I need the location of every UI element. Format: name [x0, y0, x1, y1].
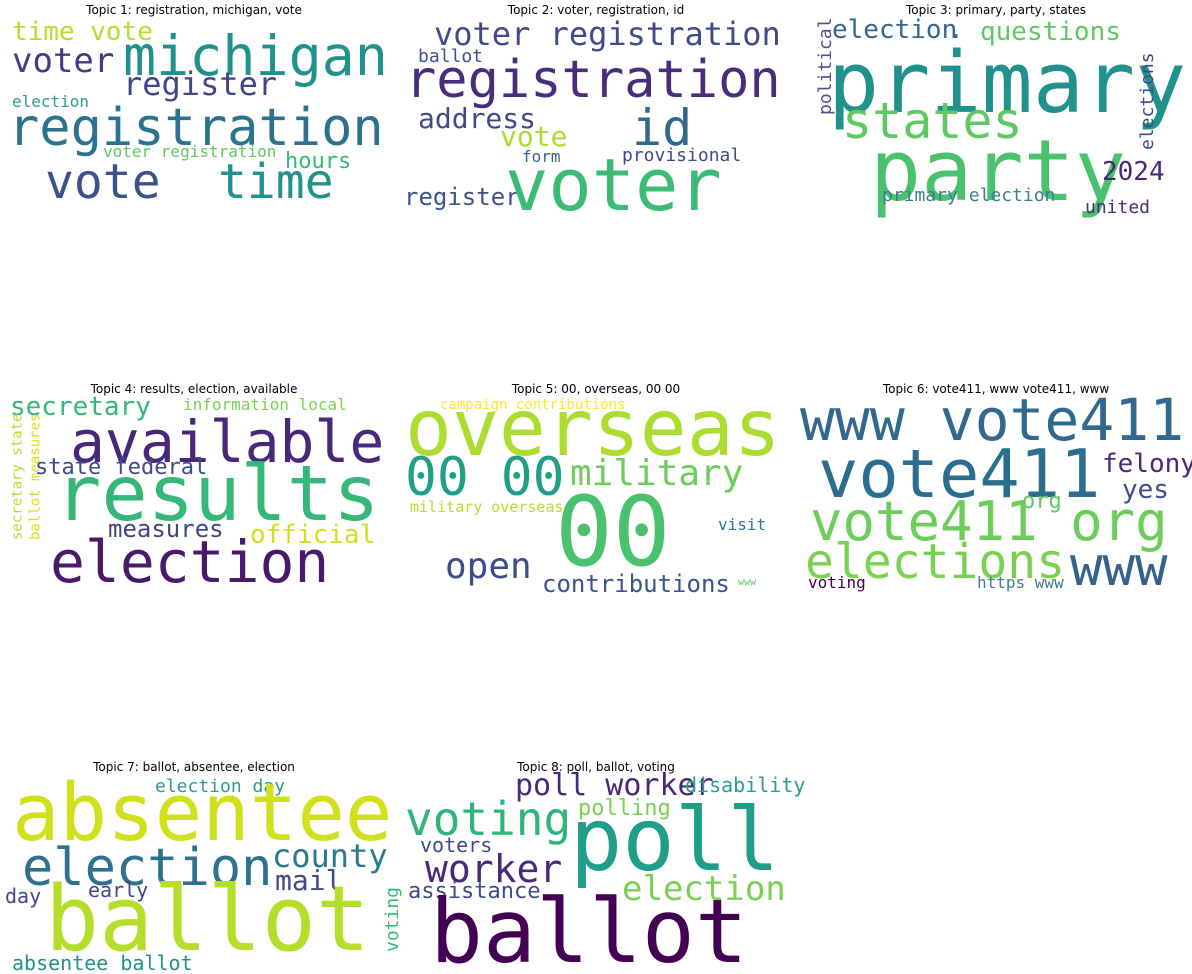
word: secretary	[10, 392, 151, 422]
word: absentee ballot	[12, 951, 193, 974]
word: mail	[275, 864, 342, 897]
word: ballot measures	[28, 414, 44, 540]
word: visit	[718, 515, 766, 534]
word: information local	[183, 395, 347, 414]
word: ballot	[418, 46, 483, 67]
word: voter registration	[434, 15, 781, 53]
word: time vote	[12, 17, 153, 47]
word: political	[815, 17, 836, 115]
word: felony	[1102, 449, 1192, 479]
word: id	[632, 99, 692, 157]
word: military	[570, 453, 743, 494]
word: primary	[828, 34, 1186, 133]
word: poll worker	[515, 768, 714, 803]
word: election	[622, 869, 786, 909]
word: worker	[425, 847, 562, 891]
panel-title: Topic 7: ballot, absentee, election	[92, 760, 295, 774]
word: form	[522, 147, 561, 166]
word: polling	[578, 796, 671, 821]
word: official	[250, 520, 375, 550]
panel-title: Topic 3: primary, party, states	[905, 3, 1086, 17]
word: voter	[12, 41, 114, 81]
word: elections	[805, 534, 1065, 590]
word: elections	[1137, 52, 1158, 150]
word: disability	[685, 773, 805, 797]
word: voters	[420, 833, 492, 857]
word: ballot	[430, 880, 748, 974]
word: voting	[808, 573, 866, 592]
word: www vote411	[800, 386, 1184, 454]
word: time	[218, 154, 334, 210]
word: assistance	[408, 879, 540, 904]
word: contributions	[542, 570, 730, 598]
word: address	[418, 102, 536, 135]
word: measures	[108, 515, 224, 543]
word: available	[70, 408, 384, 476]
word: vote411 org	[810, 490, 1168, 553]
word: register	[404, 183, 520, 211]
word: michigan	[123, 24, 388, 88]
word: questions	[980, 17, 1121, 47]
word: early	[88, 878, 148, 902]
word: open	[445, 546, 532, 587]
word: voter registration	[103, 142, 276, 161]
word: provisional	[622, 145, 741, 166]
word: registration	[405, 50, 781, 110]
word: election	[50, 528, 329, 596]
word: vote411	[818, 435, 1100, 513]
panel-title: Topic 4: results, election, available	[90, 382, 298, 396]
word: election	[832, 15, 957, 45]
word: day	[5, 884, 41, 908]
word: election	[22, 838, 272, 898]
word: 2024	[1102, 157, 1165, 187]
word: party	[870, 122, 1126, 221]
word: registration	[8, 98, 384, 158]
word: 00 00	[405, 447, 565, 508]
word: results	[55, 450, 380, 539]
word: primary election	[882, 185, 1055, 206]
word: voting	[405, 792, 571, 846]
word: www	[738, 577, 757, 588]
word: www	[1070, 535, 1168, 598]
panel-title: Topic 8: poll, ballot, voting	[516, 760, 675, 774]
word: military overseas	[410, 498, 564, 516]
word: election	[12, 92, 89, 111]
panel-title: Topic 5: 00, overseas, 00 00	[511, 382, 680, 396]
word: united	[1085, 197, 1150, 218]
panel-title: Topic 6: vote411, www vote411, www	[882, 382, 1110, 396]
word: https www	[977, 573, 1064, 592]
word: voting	[382, 887, 403, 952]
word: states	[842, 92, 1023, 150]
word: vote	[500, 120, 567, 153]
word: absentee	[12, 767, 393, 859]
word: overseas	[405, 384, 781, 474]
word: county	[272, 837, 388, 875]
word: poll	[570, 789, 780, 891]
word: register	[123, 65, 277, 103]
panel-title: Topic 1: registration, michigan, vote	[85, 3, 302, 17]
panel-title: Topic 2: voter, registration, id	[507, 3, 684, 17]
word: ballot	[45, 867, 370, 972]
word: vote	[45, 154, 161, 210]
word: 00	[555, 476, 671, 588]
word: election day	[155, 776, 285, 797]
word: campaign contributions	[440, 397, 625, 413]
word: voter	[505, 143, 722, 227]
word: secretary state	[10, 414, 26, 540]
word: org	[1022, 489, 1062, 514]
word: .	[948, 15, 964, 45]
word: yes	[1122, 475, 1169, 505]
word: hours	[285, 149, 351, 174]
word: state federal	[35, 455, 207, 480]
